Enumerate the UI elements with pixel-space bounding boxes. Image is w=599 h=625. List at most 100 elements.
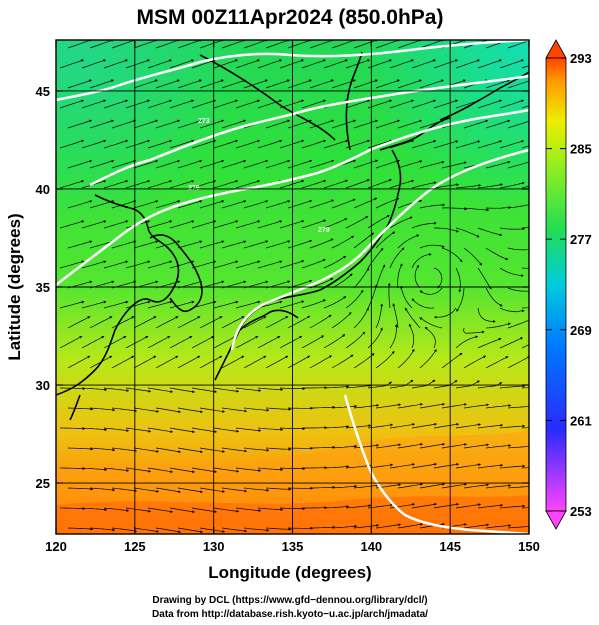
streamline (463, 403, 490, 409)
streamline (265, 487, 292, 491)
streamline (301, 179, 327, 189)
streamline (455, 140, 481, 149)
streamline (111, 119, 137, 129)
streamline (155, 40, 181, 49)
streamline (331, 484, 358, 489)
colorbar: 293 285 277 269 261 253 (545, 39, 592, 530)
streamline (345, 331, 366, 349)
streamline (485, 287, 503, 307)
streamline (323, 505, 350, 509)
streamline (103, 139, 129, 149)
streamline (177, 355, 201, 369)
isotherm-282 (343, 394, 529, 534)
streamline (257, 99, 283, 109)
streamline (331, 119, 357, 129)
streamline (397, 79, 423, 89)
colorbar-tick-label: 261 (570, 413, 592, 428)
streamline (477, 338, 502, 349)
chart-title: MSM 00Z11Apr2024 (850.0hPa) (137, 6, 444, 29)
streamline (331, 354, 354, 369)
streamline (111, 407, 138, 413)
streamline (433, 502, 460, 509)
streamline (81, 427, 108, 432)
streamline (463, 119, 489, 129)
colorbar-tick-label: 285 (570, 142, 592, 157)
streamline (279, 260, 305, 269)
colorbar-tick-label: 253 (570, 504, 592, 519)
streamline (67, 487, 94, 491)
x-axis-ticks: 120 125 130 135 140 145 150 (45, 40, 540, 554)
streamline (257, 59, 283, 69)
streamline (177, 487, 204, 494)
streamline (310, 485, 336, 489)
streamline (389, 59, 415, 69)
streamline (408, 323, 415, 349)
x-tick-label: 125 (124, 539, 146, 554)
streamline (331, 312, 352, 329)
streamline (331, 524, 358, 529)
streamline (235, 220, 261, 229)
streamline (221, 407, 248, 413)
streamline (375, 231, 396, 249)
streamline (221, 355, 245, 369)
streamline (89, 316, 113, 329)
streamline (243, 487, 270, 492)
streamline (477, 423, 504, 429)
streamline (507, 356, 529, 369)
streamline (199, 487, 226, 493)
x-axis-label: Longitude (degrees) (208, 563, 371, 582)
streamline (397, 40, 423, 49)
streamline (199, 527, 226, 533)
streamline (235, 59, 261, 69)
streamline (331, 273, 353, 289)
streamline (375, 40, 401, 49)
streamline (235, 336, 259, 349)
streamline (155, 79, 181, 89)
streamline (411, 422, 438, 429)
streamline (455, 463, 482, 469)
streamline (243, 316, 267, 329)
streamline (419, 287, 443, 295)
colorbar-min-arrow (545, 510, 567, 530)
streamline (375, 350, 395, 369)
streamline (89, 159, 115, 169)
streamline (353, 307, 369, 329)
streamline (441, 207, 468, 211)
streamline (353, 353, 375, 369)
streamline (191, 467, 218, 473)
streamline (155, 527, 182, 534)
streamline (499, 267, 524, 277)
streamline (463, 483, 490, 489)
streamline (191, 220, 217, 229)
streamline (419, 244, 445, 249)
streamline (397, 348, 415, 369)
streamline (199, 240, 225, 249)
streamline (279, 300, 305, 309)
coastline-kurils (439, 71, 529, 121)
streamline (169, 180, 195, 189)
streamline (367, 503, 394, 509)
streamline (103, 387, 130, 392)
streamline (389, 379, 414, 389)
streamline (89, 447, 116, 452)
streamline (133, 447, 160, 453)
streamline (309, 238, 334, 249)
streamline (499, 464, 526, 469)
streamline (499, 181, 525, 189)
streamline (59, 99, 85, 109)
streamline (301, 299, 327, 309)
streamline (213, 139, 239, 149)
streamline (331, 235, 355, 249)
streamline (521, 65, 529, 69)
streamline (287, 199, 313, 209)
streamline (499, 99, 525, 109)
colorbar-tick-label: 277 (570, 232, 592, 247)
streamline (397, 443, 424, 449)
streamline (411, 298, 435, 309)
streamline (147, 220, 173, 229)
streamline (257, 467, 284, 472)
streamline (507, 40, 529, 49)
streamline (177, 447, 204, 454)
streamline (530, 40, 553, 48)
streamline (199, 316, 223, 329)
